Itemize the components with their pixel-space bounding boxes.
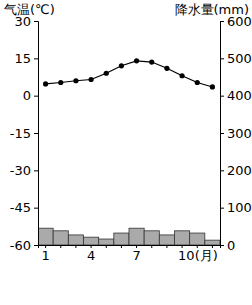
y2-axis-title: 降水量(mm)	[175, 2, 249, 17]
tick: 1	[42, 245, 50, 263]
tick	[60, 245, 61, 248]
tick-mark	[34, 208, 38, 209]
line	[46, 61, 213, 87]
bar	[99, 239, 114, 245]
bar	[159, 235, 174, 245]
tick-mark	[34, 96, 38, 97]
marker	[210, 84, 215, 89]
axis-line	[221, 22, 225, 246]
bar	[144, 231, 159, 245]
marker	[104, 71, 109, 76]
tick-mark	[34, 58, 38, 59]
tick: 200	[220, 163, 252, 178]
tick-label: 100	[227, 200, 252, 215]
tick: 300	[220, 126, 252, 141]
y-axis-title: 气温(℃)	[4, 2, 55, 17]
marker	[43, 81, 48, 86]
tick-label: 0	[23, 88, 31, 103]
tick: -45	[10, 200, 38, 215]
tick-label: 1	[42, 248, 50, 263]
tick: -60	[10, 238, 38, 253]
y-axis: -60-45-30-1501530	[10, 14, 39, 253]
tick-label: 200	[227, 163, 252, 178]
bar	[68, 235, 83, 245]
bar	[175, 231, 190, 245]
tick-label: 400	[227, 88, 252, 103]
tick-label: 10(月)	[178, 248, 218, 263]
bar	[38, 228, 53, 245]
marker	[134, 58, 139, 63]
marker	[179, 73, 184, 78]
tick-mark	[197, 245, 198, 248]
tick: 0	[220, 238, 235, 253]
bar	[129, 228, 144, 245]
chart: -60-45-30-150153001002003004005006001471…	[0, 0, 252, 305]
tick-label: 7	[133, 248, 141, 263]
tick-mark	[220, 58, 224, 59]
tick-label: 0	[227, 238, 235, 253]
tick-label: 4	[87, 248, 95, 263]
axis-line	[34, 22, 39, 246]
tick-mark	[220, 208, 224, 209]
marker	[73, 78, 78, 83]
bars	[38, 228, 220, 245]
tick-mark	[34, 133, 38, 134]
bar	[84, 237, 99, 245]
tick: 0	[23, 88, 38, 103]
tick	[166, 245, 167, 248]
bar	[53, 231, 68, 245]
tick-label: 500	[227, 51, 252, 66]
tick	[197, 245, 198, 248]
tick-mark	[220, 170, 224, 171]
tick	[75, 245, 76, 248]
tick: 400	[220, 88, 252, 103]
tick-mark	[220, 96, 224, 97]
tick: 500	[220, 51, 252, 66]
marker	[58, 80, 63, 85]
x-axis: 1 4 7 10(月)	[39, 245, 221, 263]
tick-mark	[34, 245, 38, 246]
markers	[43, 58, 215, 89]
bar	[114, 233, 129, 245]
tick-mark	[220, 133, 224, 134]
marker	[119, 63, 124, 68]
marker	[88, 77, 93, 82]
tick-mark	[75, 245, 76, 248]
tick-mark	[220, 21, 224, 22]
marker	[164, 66, 169, 71]
marker	[195, 80, 200, 85]
tick-mark	[212, 245, 213, 248]
tick-label: -30	[10, 163, 31, 178]
tick	[106, 245, 107, 248]
tick-label: 300	[227, 126, 252, 141]
tick-label: 15	[14, 51, 31, 66]
tick: 4	[87, 245, 95, 263]
tick-mark	[34, 21, 38, 22]
tick-mark	[60, 245, 61, 248]
tick: 15	[14, 51, 38, 66]
tick-mark	[106, 245, 107, 248]
tick-label: -60	[10, 238, 31, 253]
y2-axis: 0100200300400500600	[220, 14, 252, 253]
tick: -15	[10, 126, 38, 141]
tick	[121, 245, 122, 248]
tick-mark	[121, 245, 122, 248]
plot-area: -60-45-30-150153001002003004005006001471…	[10, 14, 252, 264]
tick-label: -15	[10, 126, 31, 141]
tick	[151, 245, 152, 248]
tick: -30	[10, 163, 38, 178]
marks	[38, 58, 220, 245]
bar	[190, 233, 205, 245]
tick: 10(月)	[178, 245, 218, 263]
tick-mark	[151, 245, 152, 248]
marker	[149, 59, 154, 64]
tick-mark	[34, 170, 38, 171]
tick	[212, 245, 213, 248]
tick-label: -45	[10, 200, 31, 215]
tick-mark	[166, 245, 167, 248]
tick: 100	[220, 200, 252, 215]
bar	[205, 240, 220, 245]
tick: 7	[133, 245, 141, 263]
